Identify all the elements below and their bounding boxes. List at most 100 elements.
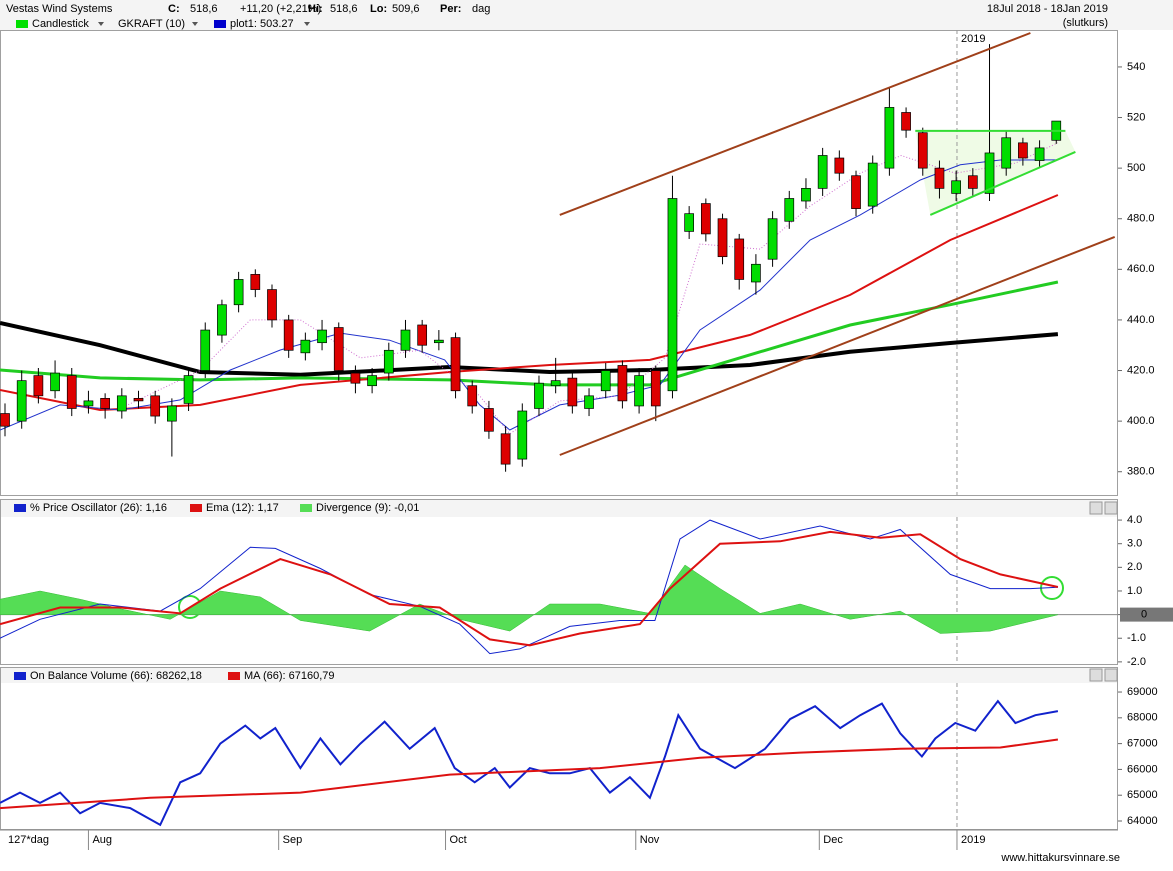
- x-tick-label: 2019: [961, 834, 985, 846]
- stat-value: dag: [472, 3, 490, 15]
- candle-body: [584, 395, 594, 409]
- y-tick-label: 66000: [1127, 763, 1158, 775]
- candle-body: [817, 155, 828, 189]
- candle-body: [250, 274, 261, 290]
- candle-body: [167, 405, 177, 422]
- candle-body: [734, 238, 745, 280]
- legend-label: Divergence (9): -0,01: [316, 502, 419, 514]
- candle-body: [50, 372, 60, 392]
- y-tick-label: 4.0: [1127, 514, 1142, 526]
- legend-swatch: [14, 504, 26, 512]
- legend-label: GKRAFT (10): [118, 18, 185, 30]
- y-tick-label: -2.0: [1127, 656, 1146, 668]
- footer: www.hittakursvinnare.se: [1000, 852, 1120, 864]
- obv-header: [0, 667, 1118, 683]
- candle-body: [517, 410, 528, 460]
- close-icon[interactable]: [1104, 501, 1118, 515]
- candle-body: [667, 198, 678, 392]
- candle-body: [884, 107, 895, 169]
- y-tick-label: 400.0: [1127, 415, 1155, 427]
- period: 18Jul 2018 - 18Jan 2019: [987, 3, 1108, 15]
- legend-label: Ema (12): 1,17: [206, 502, 279, 514]
- x-tick-label: Dec: [823, 834, 843, 846]
- y-tick-label: 520: [1127, 111, 1145, 123]
- candle-body: [450, 337, 461, 392]
- settings-icon[interactable]: [1089, 668, 1103, 682]
- candle-body: [834, 157, 845, 174]
- y-tick-label: 64000: [1127, 815, 1158, 827]
- legend-swatch: [228, 672, 240, 680]
- candle-body: [617, 365, 628, 402]
- header-bar: [0, 0, 1173, 18]
- candle-body: [16, 380, 27, 422]
- legend-swatch: [214, 20, 226, 28]
- candle-body: [133, 398, 144, 402]
- moving-average: [0, 159, 1058, 431]
- candle-body: [500, 433, 511, 465]
- candle-body: [867, 162, 878, 207]
- candle-body: [851, 175, 861, 209]
- stat-label: Hi:: [308, 3, 323, 15]
- candle-body: [83, 400, 94, 407]
- legend-label: plot1: 503.27: [230, 18, 294, 30]
- candle-body: [434, 339, 444, 344]
- legend-label: MA (66): 67160,79: [244, 670, 335, 682]
- close-icon[interactable]: [1104, 668, 1118, 682]
- trend-line: [559, 32, 1031, 216]
- stat-value: 518,6: [190, 3, 218, 15]
- osc-frame: [0, 499, 1118, 665]
- price-frame: [0, 30, 1118, 496]
- candle-body: [1018, 142, 1028, 159]
- candle-body: [634, 375, 644, 407]
- candle-body: [901, 112, 911, 131]
- stat-label: Lo:: [370, 3, 387, 15]
- candle-body: [200, 329, 211, 371]
- x-tick-label: Aug: [92, 834, 112, 846]
- candle-body: [417, 324, 428, 346]
- candle-body: [333, 327, 344, 371]
- dropdown-arrow: [98, 22, 104, 26]
- candle-body: [1001, 137, 1012, 169]
- moving-average: [0, 321, 1059, 377]
- candle-body: [767, 218, 778, 260]
- candle-body: [717, 218, 728, 258]
- stat-value: 509,6: [392, 3, 420, 15]
- y-tick-label: 3.0: [1127, 538, 1142, 550]
- candle-body: [217, 304, 227, 336]
- candle-body: [350, 372, 361, 384]
- candle-body: [550, 380, 561, 387]
- trend-line: [559, 235, 1116, 456]
- settings-icon[interactable]: [1089, 501, 1103, 515]
- candle-body: [150, 395, 161, 417]
- osc-header: [0, 499, 1118, 517]
- series-line: [0, 530, 1059, 647]
- moving-average: [119, 142, 1059, 435]
- candle-body: [1034, 147, 1045, 161]
- candle-body: [116, 395, 127, 412]
- candle-body: [917, 132, 928, 169]
- legend-swatch: [190, 504, 202, 512]
- y-tick-label: -1.0: [1127, 632, 1146, 644]
- y-tick-label: 500: [1127, 162, 1145, 174]
- candle-body: [183, 375, 194, 404]
- y-tick-label: 69000: [1127, 686, 1158, 698]
- y-tick-label: 460.0: [1127, 263, 1155, 275]
- y-tick-label: 0: [1141, 609, 1147, 621]
- moving-average: [0, 194, 1059, 412]
- candle-body: [283, 319, 294, 351]
- zero-label-box: [1120, 607, 1173, 622]
- candle-body: [650, 370, 661, 407]
- stat-label: C:: [168, 3, 180, 15]
- stat-value: 518,6: [330, 3, 358, 15]
- candle-body: [934, 167, 945, 189]
- candle-body: [0, 413, 10, 427]
- legend-label: On Balance Volume (66): 68262,18: [30, 670, 202, 682]
- stat-value: +11,20 (+2,21%): [240, 3, 321, 15]
- x-axis-label: 127*dag: [8, 834, 49, 846]
- candle-body: [267, 289, 277, 321]
- series-line: [0, 519, 1058, 655]
- series-line: [0, 738, 1059, 810]
- candle-body: [700, 203, 711, 235]
- candle-body: [300, 339, 311, 354]
